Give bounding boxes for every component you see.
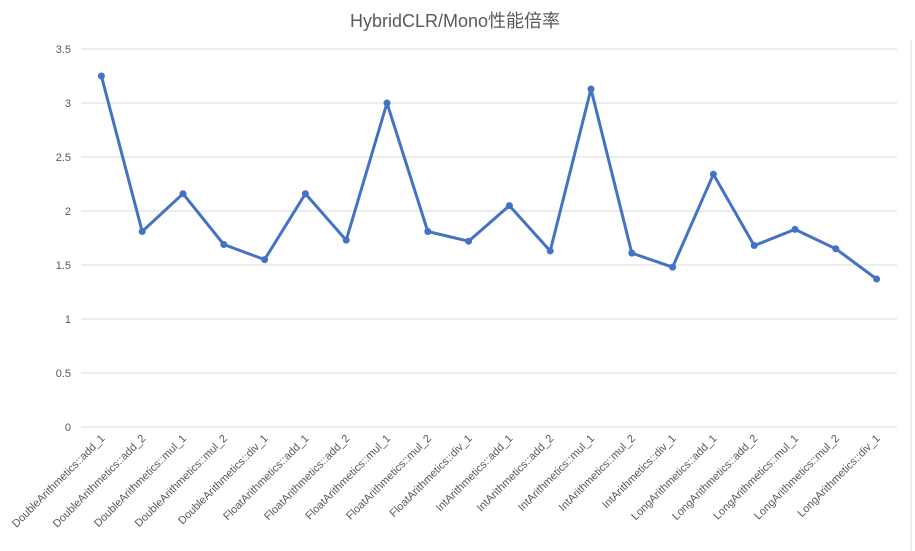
series-line: [99, 75, 878, 281]
data-point: [546, 247, 554, 255]
chart-title: HybridCLR/Mono性能倍率: [350, 11, 560, 31]
x-tick-label: IntArithmetics::mul_1: [516, 433, 597, 514]
y-tick-label: 0: [65, 422, 71, 434]
y-tick-label: 3.5: [56, 44, 71, 56]
x-tick-label: FloatArithmetics::div_1: [388, 433, 475, 520]
data-point: [832, 245, 840, 253]
x-tick-label: IntArithmetics::div_1: [600, 433, 679, 512]
data-point: [220, 240, 228, 248]
data-point: [301, 190, 309, 198]
x-tick-label: IntArithmetics::add_1: [434, 433, 516, 515]
data-point: [750, 242, 758, 250]
data-point: [465, 237, 473, 245]
y-tick-label: 0.5: [56, 368, 71, 380]
gridlines: [81, 48, 897, 428]
data-point: [179, 190, 187, 198]
x-tick-label: LongArithmetics::div_1: [796, 433, 883, 520]
data-point: [342, 236, 350, 244]
data-point: [709, 170, 717, 178]
x-axis: DoubleArithmetics::add_1DoubleArithmetic…: [10, 433, 883, 531]
data-point: [261, 256, 269, 264]
data-point: [424, 228, 432, 236]
data-point: [628, 249, 636, 257]
data-point: [383, 99, 391, 107]
data-point: [873, 275, 881, 283]
data-point: [587, 85, 595, 93]
y-axis: 0 0.5 1 1.5 2 2.5 3 3.5: [56, 44, 71, 434]
x-tick-label: IntArithmetics::mul_2: [557, 433, 638, 514]
data-point: [138, 228, 146, 236]
data-point: [791, 225, 799, 233]
data-point: [669, 263, 677, 271]
y-tick-label: 1.5: [56, 260, 71, 272]
x-tick-label: IntArithmetics::add_2: [475, 433, 557, 515]
data-points: [97, 72, 881, 283]
data-point: [97, 72, 105, 80]
y-tick-label: 1: [65, 314, 71, 326]
y-tick-label: 2.5: [56, 152, 71, 164]
data-point: [505, 202, 513, 210]
y-tick-label: 2: [65, 206, 71, 218]
y-tick-label: 3: [65, 98, 71, 110]
